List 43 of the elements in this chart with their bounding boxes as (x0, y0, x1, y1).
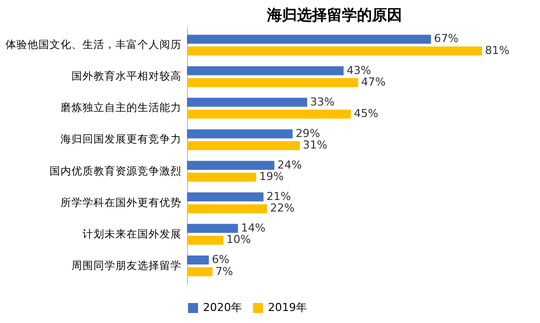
bar (187, 160, 274, 170)
y-tick-label: 磨炼独立自主的生活能力 (60, 101, 182, 114)
y-tick-label: 所学学科在国外更有优势 (60, 196, 182, 209)
bar (187, 98, 308, 107)
data-label: 10% (226, 233, 251, 246)
y-tick-label: 计划未来在国外发展 (82, 227, 182, 240)
bar (187, 172, 256, 182)
legend-label: 2020年 (203, 301, 242, 314)
data-label: 47% (361, 76, 386, 89)
data-label: 67% (434, 32, 458, 46)
data-label: 21% (266, 190, 291, 203)
bar (187, 192, 264, 202)
y-tick-label: 周围同学朋友选择留学 (72, 258, 182, 272)
bar (187, 34, 432, 44)
data-label: 7% (215, 264, 233, 278)
legend-label: 2019年 (268, 301, 307, 314)
data-label: 33% (310, 95, 335, 108)
y-tick-label: 国内优质教育资源竞争激烈 (50, 164, 182, 178)
bar (187, 46, 482, 56)
data-label: 6% (212, 252, 230, 266)
bar (187, 141, 300, 150)
y-tick-label: 海归回国发展更有竞争力 (60, 132, 182, 146)
bar (187, 267, 212, 276)
bar (187, 255, 209, 264)
bar (187, 78, 358, 88)
bar (187, 236, 224, 245)
bar (187, 66, 344, 76)
data-label: 31% (302, 138, 328, 152)
data-label: 14% (240, 221, 266, 234)
data-label: 19% (259, 170, 284, 184)
data-label: 81% (485, 44, 510, 58)
bar (187, 204, 268, 214)
data-label: 29% (296, 126, 320, 140)
data-label: 45% (354, 107, 378, 120)
y-tick-label: 国外教育水平相对较高 (72, 70, 182, 83)
bar (187, 224, 238, 233)
y-tick-label: 体验他国文化、生活，丰富个人阅历 (6, 38, 182, 52)
bar (187, 129, 293, 138)
data-label: 43% (346, 64, 372, 77)
bar (187, 110, 351, 119)
data-label: 22% (270, 202, 295, 215)
chart-title: 海归选择留学的原因 (266, 6, 402, 24)
data-label: 24% (277, 158, 302, 172)
